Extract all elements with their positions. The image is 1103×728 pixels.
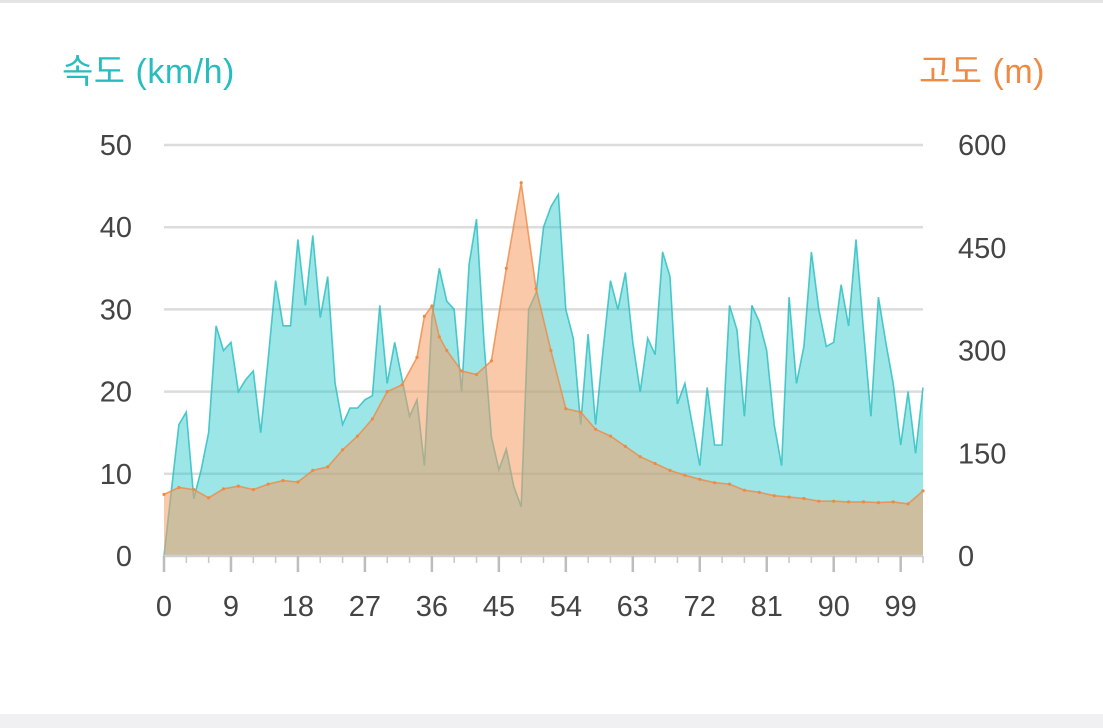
altitude-line [163,182,924,505]
x-tick-label: 45 [483,591,515,623]
altitude-point [415,355,419,359]
series-layer [162,181,925,557]
altitude-point [772,494,776,498]
left-tick-label: 20 [100,377,132,409]
x-tick-label: 27 [349,591,381,623]
right-tick-label: 150 [958,438,1006,470]
altitude-point [296,480,300,484]
altitude-point [579,410,583,414]
altitude-point [549,348,553,353]
x-tick-label: 9 [223,591,239,623]
altitude-point [370,417,374,421]
altitude-point [207,496,211,500]
altitude-point [638,455,642,459]
altitude-point [891,500,895,504]
speed-line [163,191,924,557]
left-y-axis: 0 10 20 30 40 50 [100,130,132,573]
altitude-point [430,304,434,308]
x-axis: 0 9 18 27 36 45 54 63 72 81 90 99 [156,554,924,623]
altitude-point [519,181,523,185]
altitude-point [564,407,568,411]
altitude-point [311,468,315,472]
x-tick-label: 99 [885,591,917,623]
x-tick-label: 63 [617,591,649,623]
altitude-point [534,287,538,291]
altitude-point [653,461,657,466]
right-axis-title: 고도 (m) [919,53,1045,91]
altitude-point [921,489,925,493]
altitude-point [355,434,360,438]
altitude-point [400,383,404,387]
altitude-point [608,434,613,438]
altitude-point [437,335,441,339]
left-axis-title: 속도 (km/h) [62,53,235,91]
left-tick-label: 30 [100,294,132,326]
altitude-point [742,488,747,492]
x-tick-label: 18 [282,591,314,623]
altitude-point [787,495,791,499]
altitude-point [713,481,717,485]
altitude-point [192,488,196,492]
left-tick-label: 0 [116,541,132,573]
altitude-point [385,390,389,394]
top-divider [0,0,1103,3]
x-tick-label: 0 [156,591,172,623]
altitude-point [504,266,508,270]
altitude-point [876,501,881,505]
altitude-point [236,484,240,488]
altitude-point [623,444,628,448]
altitude-point [281,479,285,483]
altitude-point [802,496,806,501]
left-tick-label: 50 [100,130,132,162]
right-tick-label: 0 [958,541,974,573]
altitude-point [341,448,345,452]
altitude-point [326,465,330,469]
altitude-point [817,499,821,503]
right-tick-label: 450 [958,233,1006,265]
bottom-bar [0,714,1103,728]
altitude-point [221,487,226,491]
right-tick-label: 300 [958,336,1006,368]
altitude-point [727,482,732,486]
altitude-point [757,490,761,494]
x-tick-label: 36 [416,591,448,623]
altitude-point [445,348,449,353]
altitude-point [668,468,672,472]
altitude-point [460,369,464,373]
x-tick-label: 81 [751,591,783,623]
altitude-point [251,488,255,492]
altitude-point [698,477,702,481]
right-tick-label: 600 [958,130,1006,162]
altitude-area [164,182,923,556]
altitude-point [861,500,866,504]
x-tick-label: 54 [550,591,582,623]
left-tick-label: 10 [100,459,132,491]
altitude-point [177,485,181,490]
altitude-point [594,427,598,431]
altitude-point [162,492,166,496]
altitude-point [422,314,426,318]
altitude-point [266,482,270,486]
altitude-point [832,499,836,503]
altitude-point [683,473,687,477]
right-y-axis: 0 150 300 450 600 [958,130,1006,573]
x-tick-label: 90 [818,591,850,623]
altitude-point [906,502,910,506]
x-tick-label: 72 [684,591,716,623]
left-tick-label: 40 [100,212,132,244]
altitude-point [847,500,851,504]
altitude-point [489,359,493,363]
altitude-point [474,372,479,377]
